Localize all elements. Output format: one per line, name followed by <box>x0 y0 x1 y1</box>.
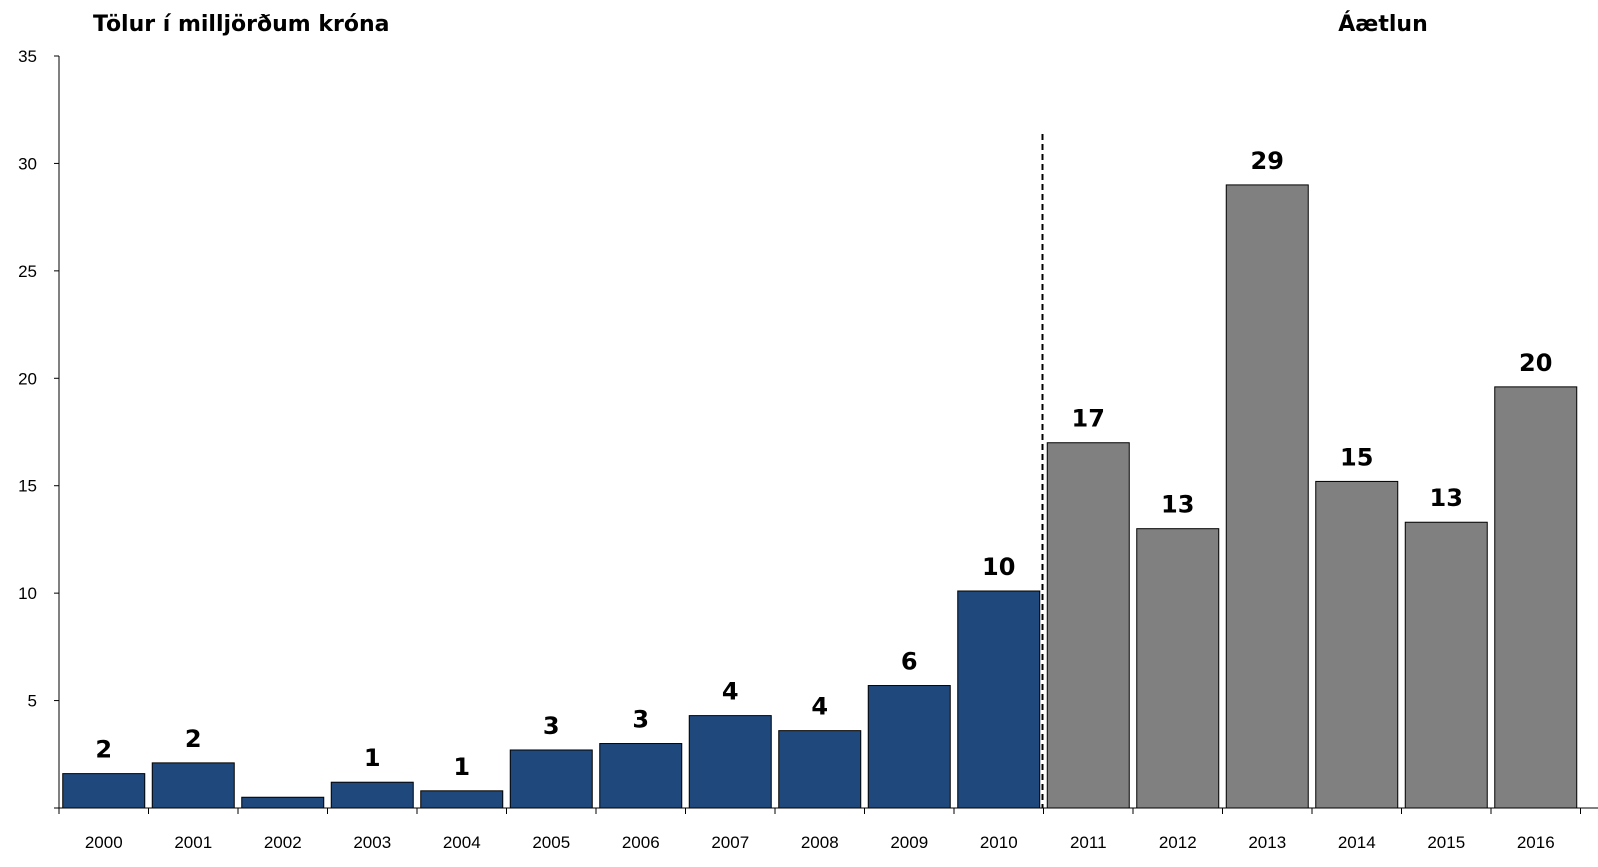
bar-2002 <box>241 796 325 809</box>
chart-title: Tölur í milljörðum króna <box>93 12 389 37</box>
data-label-2011: 17 <box>1072 405 1105 433</box>
y-tick-label: 10 <box>18 584 37 603</box>
data-label-2003: 1 <box>364 744 381 772</box>
bar-2016 <box>1494 386 1578 809</box>
data-label-2012: 13 <box>1161 491 1194 519</box>
data-label-2001: 2 <box>185 725 202 753</box>
bar-2000 <box>62 773 146 809</box>
x-tick-label: 2005 <box>532 833 570 852</box>
bar-2007 <box>688 715 772 809</box>
bar-2003 <box>330 781 414 809</box>
y-tick-label: 25 <box>18 262 37 281</box>
x-tick-label: 2001 <box>174 833 212 852</box>
data-label-2013: 29 <box>1251 147 1284 175</box>
x-tick-label: 2016 <box>1517 833 1555 852</box>
x-tick-label: 2004 <box>443 833 481 852</box>
x-tick-label: 2000 <box>85 833 123 852</box>
x-tick-label: 2011 <box>1070 833 1107 852</box>
bar-2013 <box>1225 184 1309 809</box>
data-label-2010: 10 <box>982 553 1015 581</box>
x-tick-label: 2007 <box>711 833 749 852</box>
x-tick-label: 2013 <box>1248 833 1286 852</box>
bar-2009 <box>867 685 951 809</box>
x-tick-label: 2009 <box>890 833 928 852</box>
data-label-2004: 1 <box>453 753 470 781</box>
x-tick-label: 2012 <box>1159 833 1197 852</box>
x-tick-label: 2010 <box>980 833 1018 852</box>
bar-2001 <box>151 762 235 809</box>
x-tick-label: 2008 <box>801 833 839 852</box>
x-tick-label: 2006 <box>622 833 660 852</box>
data-label-2000: 2 <box>95 736 112 764</box>
x-tick-label: 2002 <box>264 833 302 852</box>
bar-2008 <box>778 730 862 809</box>
forecast-label: Áætlun <box>1338 11 1427 37</box>
x-tick-label: 2015 <box>1427 833 1465 852</box>
data-label-2014: 15 <box>1340 443 1373 471</box>
data-label-2006: 3 <box>632 706 649 734</box>
data-label-2016: 20 <box>1519 349 1552 377</box>
bar-2015 <box>1404 521 1488 809</box>
bar-2006 <box>599 743 683 809</box>
data-label-2009: 6 <box>901 648 918 676</box>
x-tick-label: 2003 <box>353 833 391 852</box>
bar-2004 <box>420 790 504 809</box>
bar-2005 <box>509 749 593 809</box>
y-tick-label: 30 <box>18 154 37 173</box>
y-tick-label: 5 <box>28 692 37 711</box>
x-tick-label: 2014 <box>1338 833 1376 852</box>
data-label-2007: 4 <box>722 678 739 706</box>
y-tick-label: 15 <box>18 477 37 496</box>
bar-2012 <box>1136 528 1220 809</box>
bar-2011 <box>1046 442 1130 809</box>
y-tick-label: 20 <box>18 369 37 388</box>
bar-2010 <box>957 590 1041 809</box>
data-label-2005: 3 <box>543 712 560 740</box>
y-tick-label: 35 <box>18 47 37 66</box>
data-label-2008: 4 <box>811 693 828 721</box>
bars <box>62 184 1578 809</box>
bar-2014 <box>1315 480 1399 809</box>
data-label-2015: 13 <box>1430 484 1463 512</box>
